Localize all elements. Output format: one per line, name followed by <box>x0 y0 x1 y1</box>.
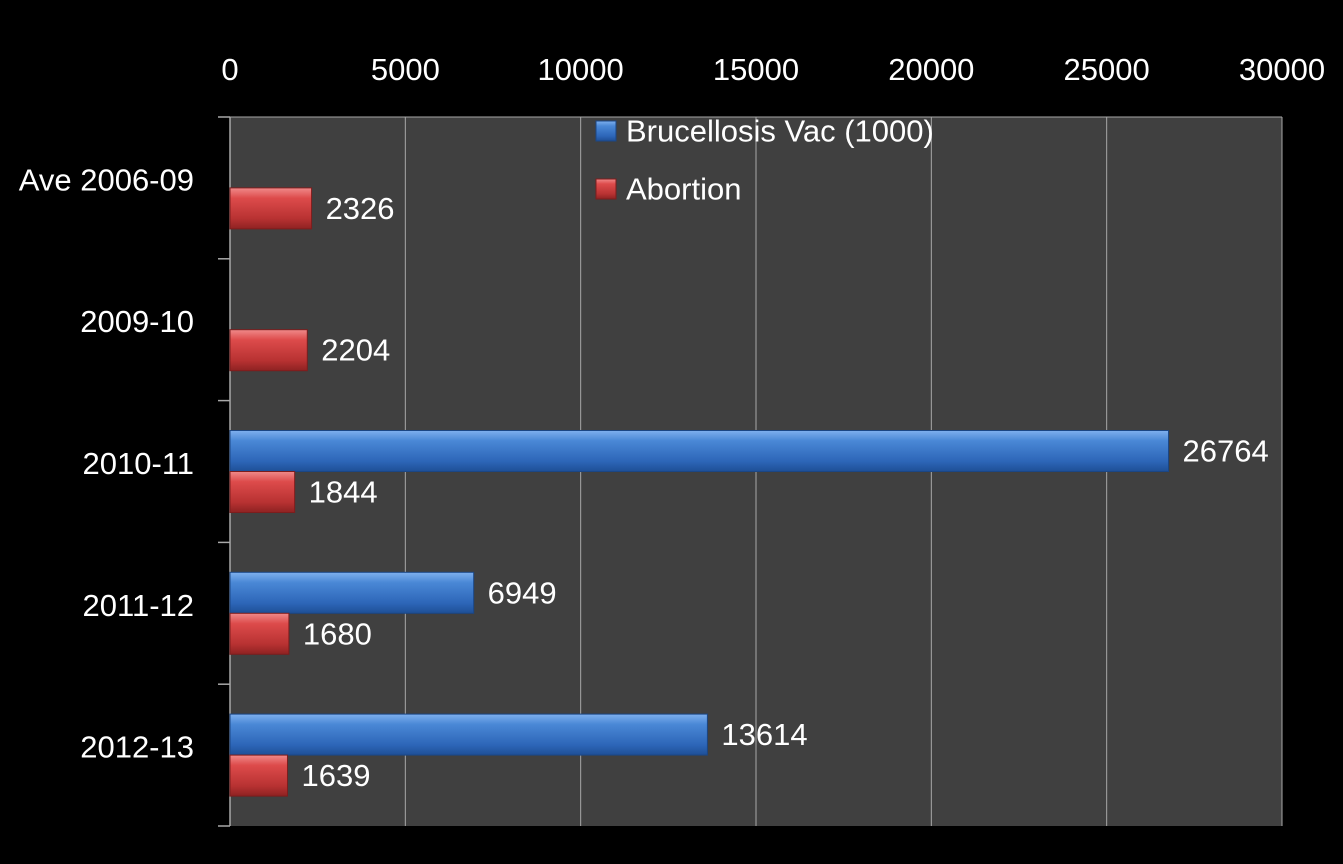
bar-abortion <box>229 187 313 230</box>
category-label: 2012-13 <box>80 730 194 765</box>
data-label-abortion: 2204 <box>321 333 390 368</box>
bar-abortion <box>229 612 290 655</box>
data-label-abortion: 1844 <box>309 475 378 510</box>
category-label: 2009-10 <box>80 304 194 339</box>
category-label: Ave 2006-09 <box>19 162 194 197</box>
legend-swatch-abortion <box>595 178 617 200</box>
x-tick-label: 0 <box>221 52 238 87</box>
legend-label-abortion: Abortion <box>626 172 741 207</box>
data-label-abortion: 2326 <box>326 191 395 226</box>
x-tick-label: 30000 <box>1239 52 1325 87</box>
data-label-brucellosis-vac: 6949 <box>488 575 557 610</box>
bar-brucellosis-vac <box>229 571 475 614</box>
labels: 0 5000 10000 15000 20000 25000 30000 Ave 2006-0… <box>19 52 1325 793</box>
legend-swatch-brucellosis-vac <box>595 120 617 142</box>
data-label-abortion: 1680 <box>303 616 372 651</box>
category-label: 2011-12 <box>83 588 194 623</box>
data-label-brucellosis-vac: 13614 <box>721 717 807 752</box>
data-label-brucellosis-vac: 26764 <box>1183 434 1269 469</box>
x-tick-label: 5000 <box>371 52 440 87</box>
bar-abortion <box>229 329 308 372</box>
legend: Brucellosis Vac (1000) Abortion <box>595 114 934 207</box>
bar-abortion <box>229 471 296 513</box>
data-label-abortion: 1639 <box>301 758 370 793</box>
legend-label-brucellosis-vac: Brucellosis Vac (1000) <box>626 114 934 149</box>
x-tick-label: 10000 <box>538 52 624 87</box>
x-tick-label: 20000 <box>888 52 974 87</box>
bar-brucellosis-vac <box>229 713 708 756</box>
bars <box>229 187 1170 797</box>
bar-abortion <box>229 754 288 797</box>
x-tick-label: 25000 <box>1064 52 1150 87</box>
category-label: 2010-11 <box>83 446 194 481</box>
bar-brucellosis-vac <box>229 430 1170 472</box>
x-tick-label: 15000 <box>713 52 799 87</box>
